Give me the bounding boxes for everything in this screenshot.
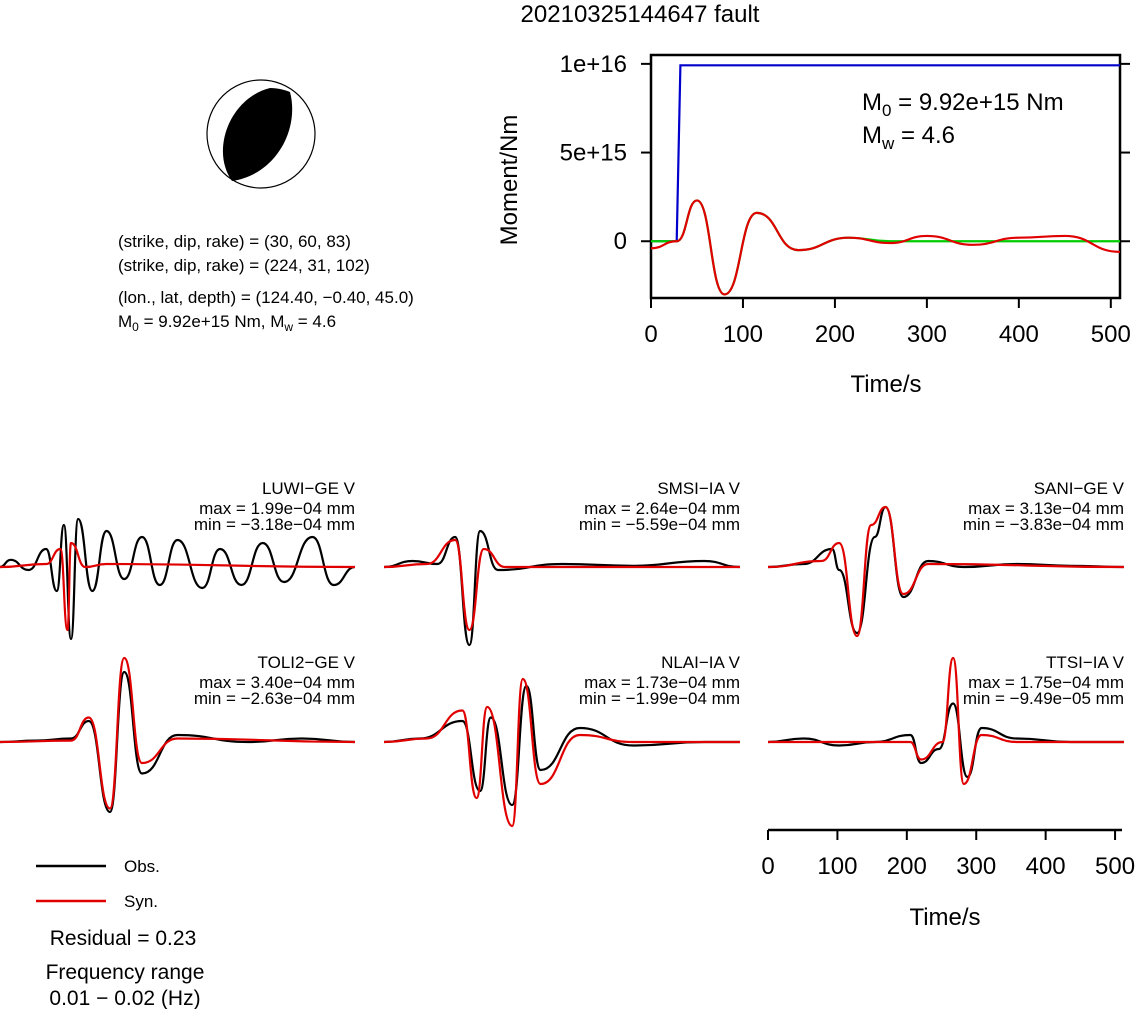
observed-trace [0, 517, 356, 641]
synthetic-trace [0, 541, 356, 632]
synthetic-trace [767, 656, 1124, 786]
moment-x-axis: 0 100 200 300 400 500 [644, 298, 1131, 348]
waveform-xtick-label: 400 [1026, 853, 1066, 880]
nodal-plane-2: (strike, dip, rake) = (224, 31, 102) [118, 256, 370, 275]
moment-ytick-label: 0 [614, 228, 627, 255]
frequency-label: Frequency range [46, 961, 205, 984]
moment-ylabel: Moment/Nm [496, 115, 523, 246]
station-max: max = 1.75e−04 mm [968, 673, 1124, 692]
moment-plot-frame [649, 53, 1122, 300]
station-name: NLAI−IA V [661, 653, 741, 672]
moment-xtick-label: 0 [644, 321, 657, 348]
moment-xtick-label: 300 [907, 321, 947, 348]
residual-text: Residual = 0.23 [50, 927, 197, 950]
observed-trace [383, 684, 740, 807]
moment-xlabel: Time/s [850, 371, 921, 398]
station-max: max = 1.73e−04 mm [584, 673, 740, 692]
synthetic-trace [0, 656, 356, 810]
moment-ytick-label: 5e+15 [560, 140, 627, 167]
source-time-line-red [650, 199, 1121, 296]
waveform-xtick-label: 500 [1095, 853, 1135, 880]
station-name: TOLI2−GE V [258, 653, 356, 672]
frequency-value: 0.01 − 0.02 (Hz) [49, 987, 200, 1009]
moment-xtick-label: 400 [999, 321, 1039, 348]
magnitude-text: M0 = 9.92e+15 Nm, Mw = 4.6 [118, 312, 336, 334]
moment-series [650, 64, 1121, 296]
waveform-time-axis: 0 100 200 300 400 500 [761, 828, 1135, 880]
station-name: SMSI−IA V [657, 479, 740, 498]
observed-trace [383, 529, 741, 647]
waveform-xtick-label: 200 [887, 853, 927, 880]
waveform-xtick-label: 100 [817, 853, 857, 880]
synthetic-trace [767, 505, 1125, 638]
station-min: min = −9.49e−05 mm [963, 689, 1124, 708]
legend-syn-label: Syn. [124, 892, 158, 911]
synthetic-trace [383, 677, 740, 828]
synthetic-trace [383, 538, 740, 632]
beachball-icon [206, 79, 316, 189]
station-max: max = 2.64e−04 mm [584, 499, 740, 518]
station-name: TTSI−IA V [1046, 653, 1125, 672]
legend-obs-label: Obs. [124, 857, 160, 876]
legend: Obs. Syn. [36, 857, 160, 911]
station-min: min = −5.59e−04 mm [579, 515, 740, 534]
nodal-plane-1: (strike, dip, rake) = (30, 60, 83) [118, 232, 351, 251]
waveform-xtick-label: 300 [956, 853, 996, 880]
station-min: min = −3.18e−04 mm [194, 515, 355, 534]
moment-panel: 1e+16 5e+15 0 0 100 200 300 400 500 Moment/Nm T… [496, 51, 1131, 398]
station-max: max = 3.40e−04 mm [199, 673, 355, 692]
moment-xtick-label: 200 [815, 321, 855, 348]
waveform-xtick-label: 0 [761, 853, 774, 880]
moment-ytick-label: 1e+16 [560, 51, 627, 78]
waveform-xlabel: Time/s [909, 904, 980, 931]
moment-xtick-label: 100 [723, 321, 763, 348]
station-max: max = 3.13e−04 mm [968, 499, 1124, 518]
moment-y-axis: 1e+16 5e+15 0 [560, 51, 1130, 255]
station-min: min = −3.83e−04 mm [963, 515, 1124, 534]
observed-trace [0, 670, 356, 814]
location-text: (lon., lat, depth) = (124.40, −0.40, 45.… [118, 288, 414, 307]
station-min: min = −1.99e−04 mm [579, 689, 740, 708]
station-min: min = −2.63e−04 mm [194, 689, 355, 708]
source-time-line-green [651, 199, 1120, 296]
station-name: SANI−GE V [1034, 479, 1125, 498]
mw-annotation: Mw = 4.6 [862, 122, 955, 153]
observed-trace [767, 702, 1124, 779]
station-max: max = 1.99e−04 mm [199, 499, 355, 518]
m0-annotation: M0 = 9.92e+15 Nm [862, 89, 1064, 120]
moment-xtick-label: 500 [1091, 321, 1131, 348]
station-name: LUWI−GE V [262, 479, 356, 498]
figure-title: 20210325144647 fault [521, 1, 760, 28]
